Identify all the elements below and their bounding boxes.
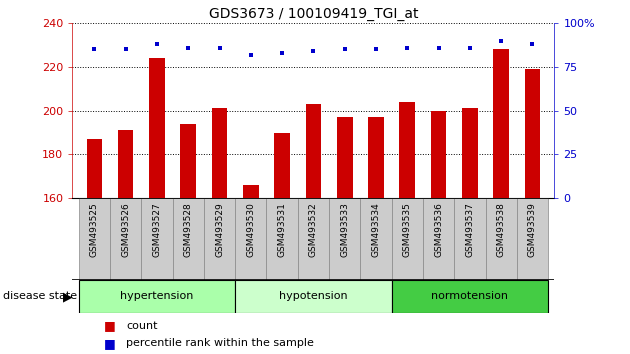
Bar — [118, 130, 134, 354]
Text: GSM493531: GSM493531 — [278, 202, 287, 257]
Bar — [368, 117, 384, 354]
Bar — [243, 185, 259, 354]
Point — [120, 46, 130, 52]
FancyBboxPatch shape — [141, 198, 173, 280]
Text: hypotension: hypotension — [279, 291, 348, 302]
FancyBboxPatch shape — [392, 280, 548, 313]
Text: ■: ■ — [104, 337, 116, 350]
FancyBboxPatch shape — [110, 198, 141, 280]
Text: GSM493530: GSM493530 — [246, 202, 255, 257]
Bar — [493, 49, 509, 354]
FancyBboxPatch shape — [266, 198, 298, 280]
FancyBboxPatch shape — [486, 198, 517, 280]
Point — [309, 48, 318, 54]
Text: GSM493535: GSM493535 — [403, 202, 412, 257]
Point — [465, 45, 475, 50]
FancyBboxPatch shape — [423, 198, 454, 280]
Text: GSM493536: GSM493536 — [434, 202, 443, 257]
Text: GSM493539: GSM493539 — [528, 202, 537, 257]
FancyBboxPatch shape — [235, 280, 392, 313]
Point — [277, 50, 287, 56]
Text: GSM493527: GSM493527 — [152, 202, 161, 257]
Text: GSM493532: GSM493532 — [309, 202, 318, 257]
FancyBboxPatch shape — [235, 198, 266, 280]
Bar — [337, 117, 353, 354]
Text: GSM493525: GSM493525 — [90, 202, 99, 257]
FancyBboxPatch shape — [517, 198, 548, 280]
Text: percentile rank within the sample: percentile rank within the sample — [126, 338, 314, 348]
FancyBboxPatch shape — [392, 198, 423, 280]
Text: ▶: ▶ — [63, 290, 72, 303]
Text: GSM493529: GSM493529 — [215, 202, 224, 257]
Bar — [180, 124, 196, 354]
Bar — [525, 69, 541, 354]
FancyBboxPatch shape — [173, 198, 204, 280]
Bar — [274, 132, 290, 354]
Point — [433, 45, 444, 50]
Text: GSM493538: GSM493538 — [496, 202, 506, 257]
FancyBboxPatch shape — [454, 198, 486, 280]
Bar — [462, 108, 478, 354]
Text: hypertension: hypertension — [120, 291, 193, 302]
Text: ■: ■ — [104, 319, 116, 332]
Bar — [149, 58, 165, 354]
Text: GSM493534: GSM493534 — [372, 202, 381, 257]
Point — [496, 38, 507, 44]
Text: count: count — [126, 321, 158, 331]
FancyBboxPatch shape — [204, 198, 235, 280]
FancyBboxPatch shape — [79, 198, 110, 280]
Point — [246, 52, 256, 57]
Bar — [212, 108, 227, 354]
Point — [89, 46, 100, 52]
Text: GSM493537: GSM493537 — [466, 202, 474, 257]
Point — [340, 46, 350, 52]
FancyBboxPatch shape — [298, 198, 329, 280]
Bar — [399, 102, 415, 354]
Point — [371, 46, 381, 52]
FancyBboxPatch shape — [79, 280, 235, 313]
Point — [152, 41, 162, 47]
Text: disease state: disease state — [3, 291, 77, 302]
FancyBboxPatch shape — [329, 198, 360, 280]
Point — [183, 45, 193, 50]
Text: GSM493533: GSM493533 — [340, 202, 349, 257]
Bar — [86, 139, 102, 354]
Title: GDS3673 / 100109419_TGI_at: GDS3673 / 100109419_TGI_at — [209, 7, 418, 21]
Point — [527, 41, 537, 47]
Bar — [431, 110, 447, 354]
Text: GSM493526: GSM493526 — [121, 202, 130, 257]
FancyBboxPatch shape — [360, 198, 392, 280]
Text: GSM493528: GSM493528 — [184, 202, 193, 257]
Text: normotension: normotension — [432, 291, 508, 302]
Bar — [306, 104, 321, 354]
Point — [403, 45, 413, 50]
Point — [214, 45, 224, 50]
